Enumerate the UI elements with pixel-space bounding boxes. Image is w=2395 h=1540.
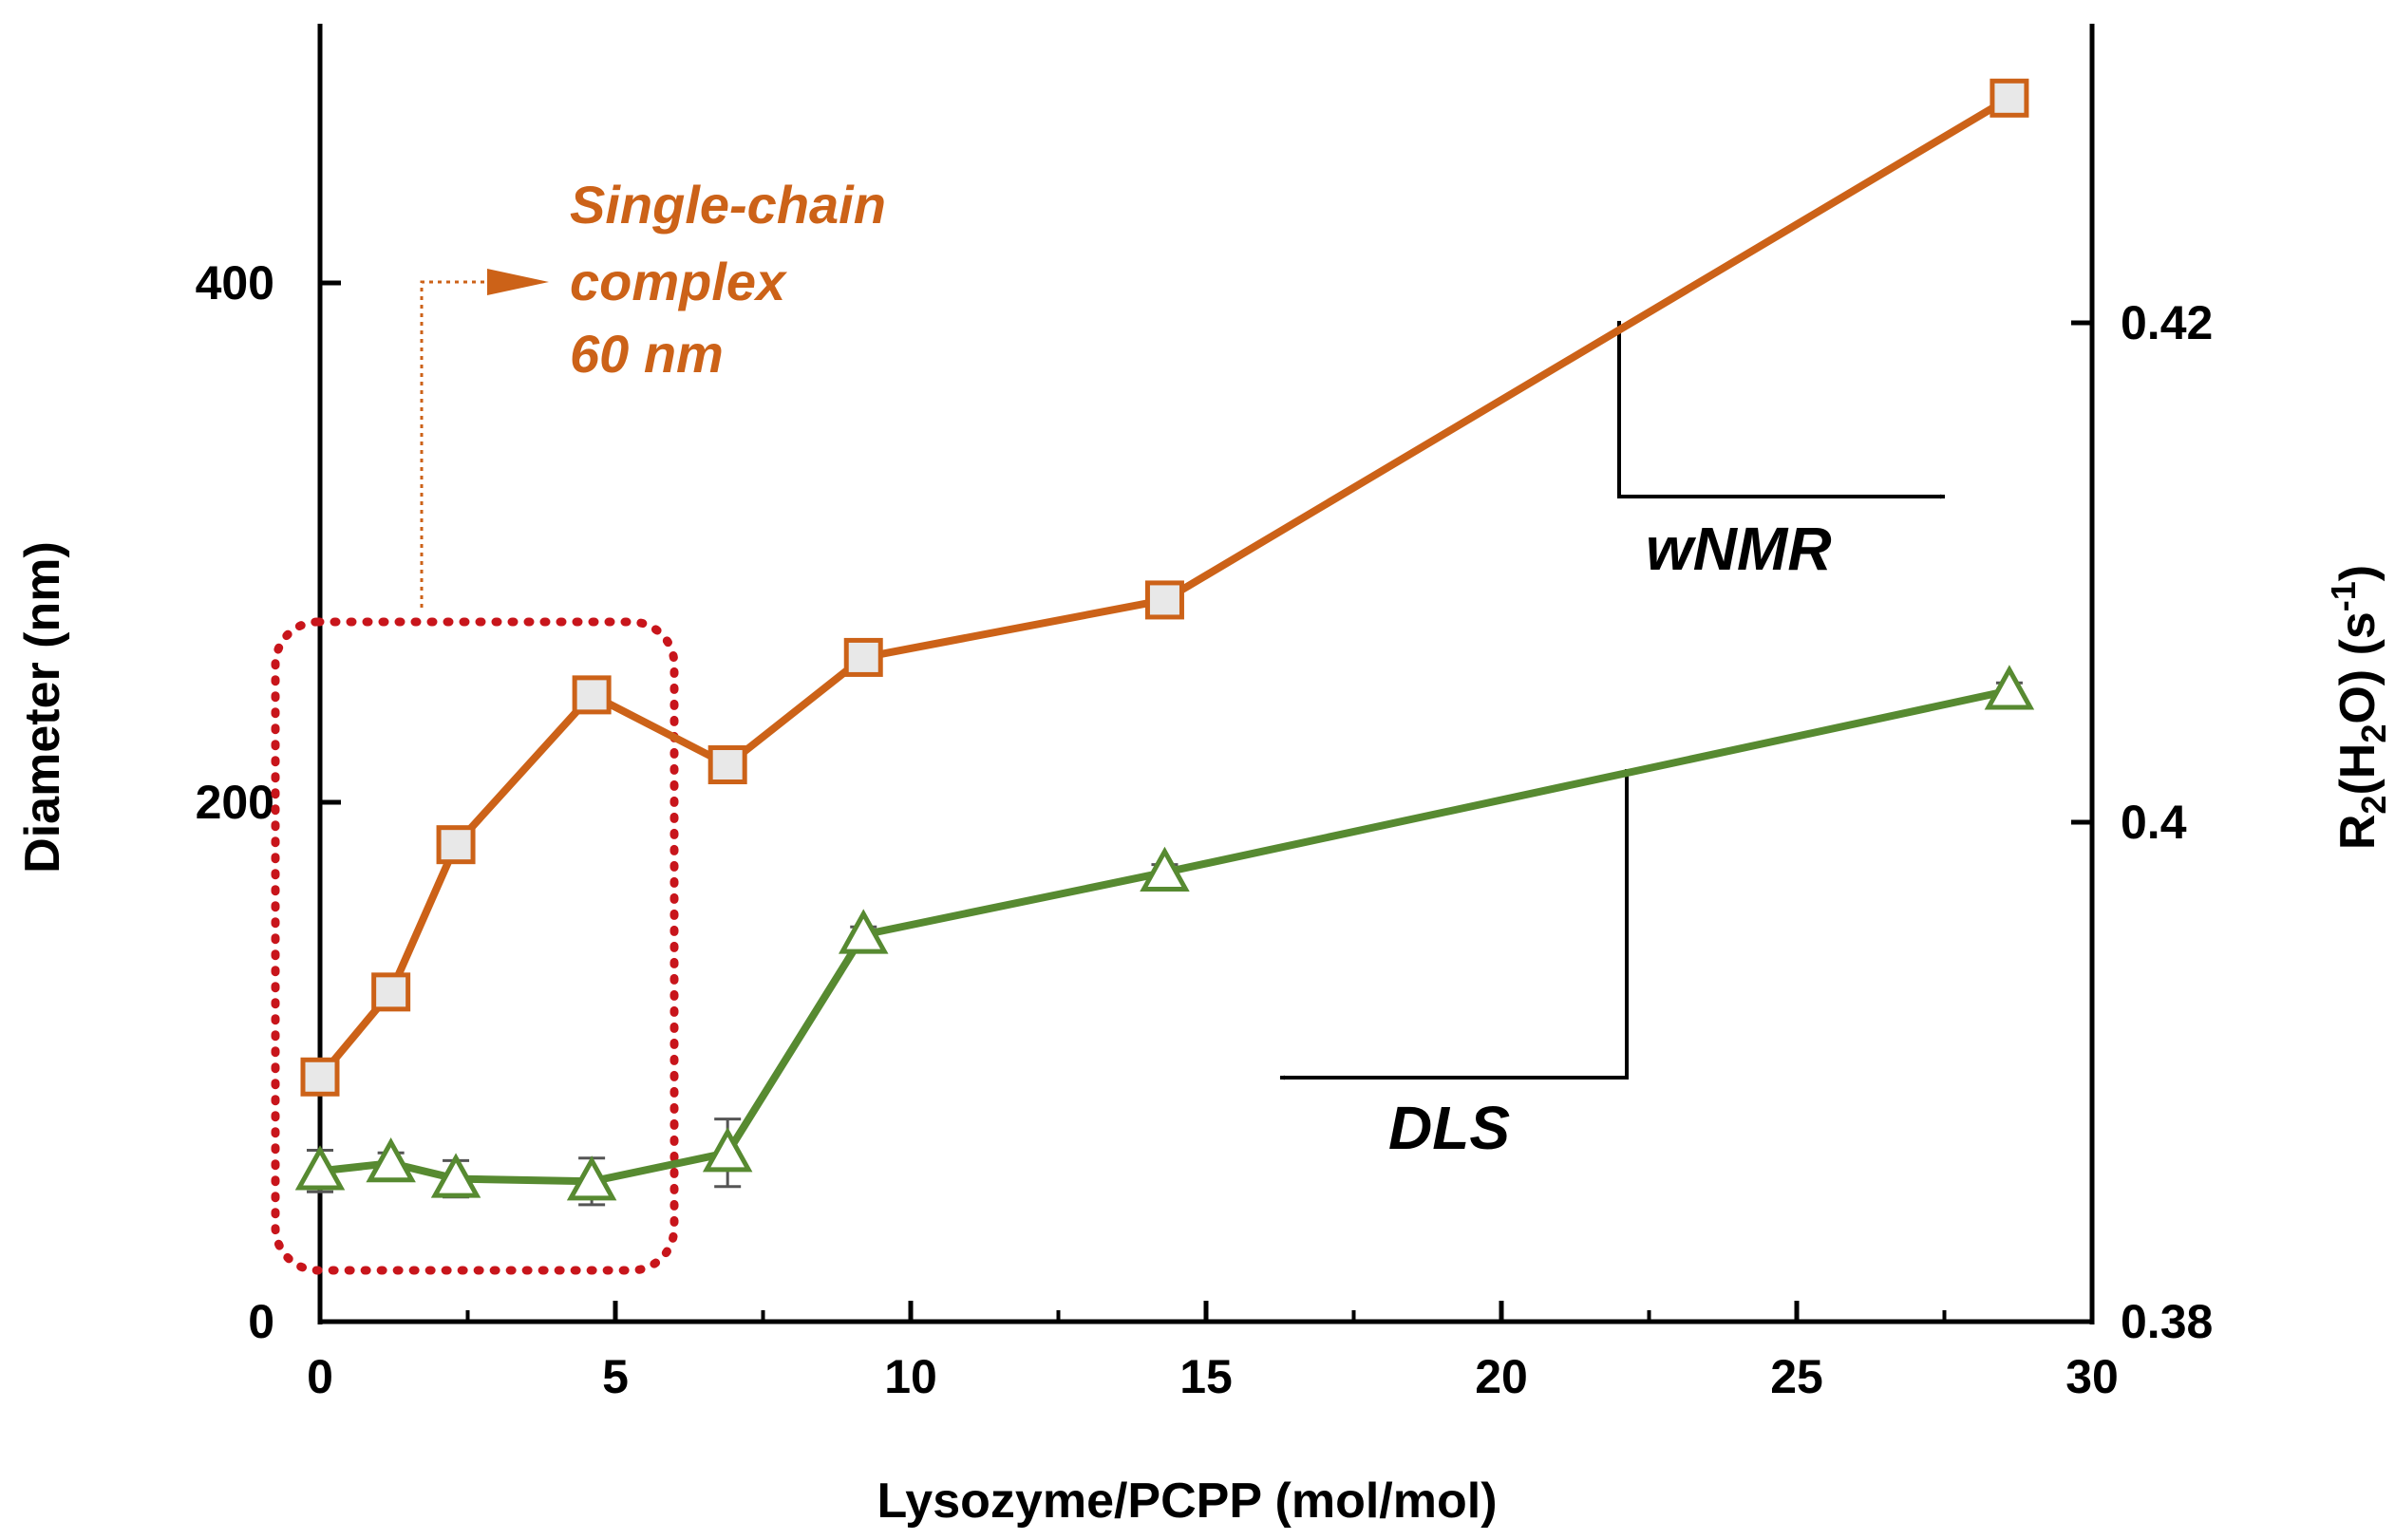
left-y-ticks: 0 200 400	[196, 256, 341, 1348]
left-y-axis-title: Diameter (nm)	[15, 541, 70, 873]
wnmr-label: wNMR	[1646, 515, 1832, 583]
single-chain-leader-arrowhead	[487, 269, 549, 295]
data-point-square	[1990, 78, 2029, 118]
x-tick-label: 5	[602, 1350, 629, 1403]
x-tick-label: 25	[1770, 1350, 1823, 1403]
data-point-square	[300, 1057, 340, 1097]
right-y-tick-label: 0.4	[2121, 796, 2187, 849]
single-chain-highlight-box	[271, 617, 679, 1275]
left-y-tick-label: 200	[196, 776, 274, 829]
single-chain-leader-line	[420, 280, 489, 608]
data-point-triangle	[366, 1137, 416, 1183]
data-point-triangle	[1140, 846, 1190, 892]
right-y-axis-title: R2(H2O) (s-1)	[2324, 565, 2393, 850]
x-tick-label: 15	[1179, 1350, 1233, 1403]
data-point-square	[436, 825, 476, 865]
data-point-triangle	[566, 1155, 617, 1201]
data-point-square	[572, 675, 612, 715]
data-point-triangle	[838, 909, 889, 954]
data-point-square	[707, 745, 747, 785]
x-tick-label: 0	[307, 1350, 333, 1403]
data-point-triangle	[430, 1153, 481, 1198]
dls-label: DLS	[1388, 1094, 1510, 1162]
left-y-tick-label: 0	[248, 1295, 274, 1348]
x-tick-label: 20	[1475, 1350, 1528, 1403]
data-point-triangle	[702, 1127, 753, 1173]
data-point-triangle	[294, 1145, 346, 1191]
wnmr-axis-pointer	[1617, 321, 1946, 499]
dls-axis-pointer	[1279, 769, 1629, 1080]
x-axis-title: Lysozyme/PCPP (mol/mol)	[877, 1474, 1497, 1529]
x-tick-label: 10	[884, 1350, 937, 1403]
x-tick-label: 30	[2065, 1350, 2119, 1403]
series-line-wnmr	[316, 94, 2011, 1080]
right-y-ticks: 0.38 0.4 0.42	[2071, 296, 2213, 1348]
data-point-square	[371, 972, 411, 1012]
series-line-dls	[319, 686, 2010, 1186]
data-point-square	[843, 637, 883, 677]
right-y-tick-label: 0.38	[2121, 1295, 2213, 1348]
series-dls	[294, 665, 2035, 1207]
right-y-tick-label: 0.42	[2121, 296, 2213, 349]
x-ticks: 0 5 10 15 20 25 30	[307, 1301, 2119, 1403]
data-point-triangle	[1984, 665, 2035, 710]
left-y-tick-label: 400	[196, 256, 274, 310]
single-chain-annotation: Single-chain complex 60 nm	[570, 175, 901, 384]
series-wnmr	[300, 78, 2029, 1097]
data-point-square	[1144, 580, 1184, 620]
series-layer	[294, 78, 2035, 1207]
